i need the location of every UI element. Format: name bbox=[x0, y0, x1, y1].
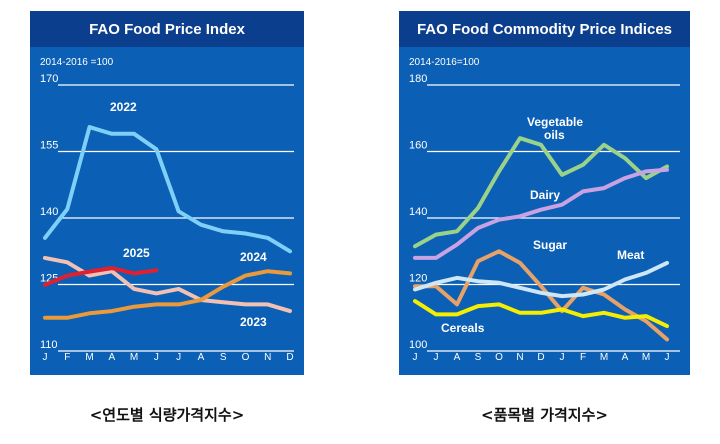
x-tick-label: S bbox=[475, 352, 482, 363]
chart-caption: <연도별 식량가격지수> bbox=[89, 406, 245, 424]
y-tick-label: 180 bbox=[409, 73, 427, 85]
series-label: 2023 bbox=[240, 315, 267, 329]
chart-panel-commodity-indices: FAO Food Commodity Price Indices 2014-20… bbox=[399, 11, 690, 375]
x-tick-label: F bbox=[580, 352, 586, 363]
x-tick-label: J bbox=[413, 352, 418, 363]
series-line-meat bbox=[413, 260, 669, 299]
x-tick-label: A bbox=[454, 352, 461, 363]
x-tick-label: J bbox=[176, 352, 181, 363]
x-tick-label: J bbox=[154, 352, 159, 363]
y-tick-label: 140 bbox=[40, 206, 58, 218]
unit-note: 2014-2016=100 bbox=[409, 57, 480, 68]
x-tick-label: J bbox=[43, 352, 48, 363]
chart-panel-food-price-index: FAO Food Price Index 2014-2016 =100 110 12… bbox=[30, 11, 304, 375]
x-tick-label: A bbox=[198, 352, 205, 363]
x-tick-label: O bbox=[495, 352, 503, 363]
y-tick-label: 140 bbox=[409, 206, 427, 218]
series-label: Meat bbox=[617, 248, 644, 262]
chart-caption: <품목별 가격지수> bbox=[481, 406, 608, 424]
x-tick-label: F bbox=[64, 352, 70, 363]
series-label: 2025 bbox=[123, 246, 150, 260]
y-tick-label: 120 bbox=[409, 273, 427, 285]
series-label: Vegetable bbox=[527, 115, 583, 129]
series-line-vegetable-oils bbox=[413, 136, 669, 249]
x-tick-label: N bbox=[264, 352, 271, 363]
series-line-2022 bbox=[43, 125, 292, 254]
chart-canvas: 2014-2016=100 100 120 140 160 180 J J A S O N D J F M A M… bbox=[409, 57, 680, 375]
series-label: oils bbox=[544, 128, 565, 142]
x-tick-label: D bbox=[286, 352, 293, 363]
series-line-2024 bbox=[43, 269, 292, 320]
year-label: 2025 bbox=[550, 374, 574, 375]
series-line-dairy bbox=[413, 167, 669, 260]
series-line-sugar bbox=[413, 249, 669, 342]
x-tick-label: D bbox=[537, 352, 544, 363]
series-label: 2022 bbox=[110, 100, 137, 114]
y-tick-label: 170 bbox=[40, 73, 58, 85]
y-tick-label: 155 bbox=[40, 140, 58, 152]
x-tick-label: M bbox=[642, 352, 650, 363]
x-tick-label: J bbox=[434, 352, 439, 363]
x-tick-label: S bbox=[220, 352, 227, 363]
x-tick-label: N bbox=[516, 352, 523, 363]
x-tick-label: M bbox=[130, 352, 138, 363]
x-tick-label: A bbox=[622, 352, 629, 363]
series-line-2025 bbox=[43, 266, 159, 287]
y-tick-label: 160 bbox=[409, 140, 427, 152]
unit-note: 2014-2016 =100 bbox=[40, 57, 114, 68]
x-tick-label: M bbox=[600, 352, 608, 363]
series-label: Cereals bbox=[441, 321, 485, 335]
x-tick-label: A bbox=[108, 352, 115, 363]
y-tick-label: 110 bbox=[40, 339, 58, 351]
series-label: 2024 bbox=[240, 250, 267, 264]
year-label: 2024 bbox=[413, 374, 438, 375]
x-tick-label: O bbox=[242, 352, 250, 363]
series-label: Dairy bbox=[530, 188, 560, 202]
series-line-cereals bbox=[413, 299, 669, 329]
x-tick-label: J bbox=[665, 352, 670, 363]
series-label: Sugar bbox=[533, 238, 567, 252]
x-tick-label: M bbox=[85, 352, 93, 363]
chart-title: FAO Food Commodity Price Indices bbox=[399, 11, 690, 47]
y-tick-label: 100 bbox=[409, 339, 427, 351]
chart-title: FAO Food Price Index bbox=[30, 11, 304, 47]
x-tick-label: J bbox=[560, 352, 565, 363]
